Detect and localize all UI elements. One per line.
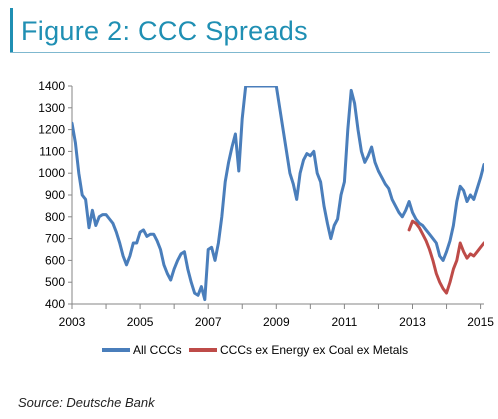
- y-tick-label: 1100: [39, 144, 65, 158]
- figure-title: Figure 2: CCC Spreads: [21, 16, 308, 46]
- y-tick-label: 1400: [38, 79, 65, 93]
- y-tick-label: 1200: [38, 123, 65, 137]
- x-tick-label: 2015: [467, 315, 494, 329]
- x-tick-label: 2011: [331, 315, 357, 329]
- y-tick-label: 1000: [38, 166, 65, 180]
- chart-axes: 400 500 600 700 800 900 1000 1100 1200 1300 1400 20…: [38, 79, 494, 329]
- y-tick-label: 500: [45, 275, 65, 289]
- legend-label-0: All CCCs: [133, 343, 182, 357]
- legend-label-1: CCCs ex Energy ex Coal ex Metals: [220, 343, 408, 357]
- series-line-ccc-ex-energy: [407, 219, 484, 295]
- x-tick-label: 2007: [195, 315, 222, 329]
- y-tick-label: 900: [45, 188, 65, 202]
- y-tick-label: 400: [45, 297, 65, 311]
- source-note: Source: Deutsche Bank: [18, 395, 155, 410]
- x-tick-label: 2013: [399, 315, 426, 329]
- y-tick-label: 1300: [38, 101, 65, 115]
- x-tick-label: 2003: [59, 315, 86, 329]
- figure-header: Figure 2: CCC Spreads: [10, 8, 493, 53]
- chart-series-layer: [72, 86, 484, 302]
- chart-legend: All CCCs CCCs ex Energy ex Coal ex Metals: [102, 343, 408, 357]
- series-line-all-cccs: [72, 86, 484, 302]
- y-tick-label: 800: [45, 210, 65, 224]
- title-underline: [10, 52, 490, 53]
- y-tick-label: 600: [45, 253, 65, 267]
- y-tick-label: 700: [45, 232, 65, 246]
- x-tick-label: 2009: [263, 315, 290, 329]
- x-tick-label: 2005: [127, 315, 154, 329]
